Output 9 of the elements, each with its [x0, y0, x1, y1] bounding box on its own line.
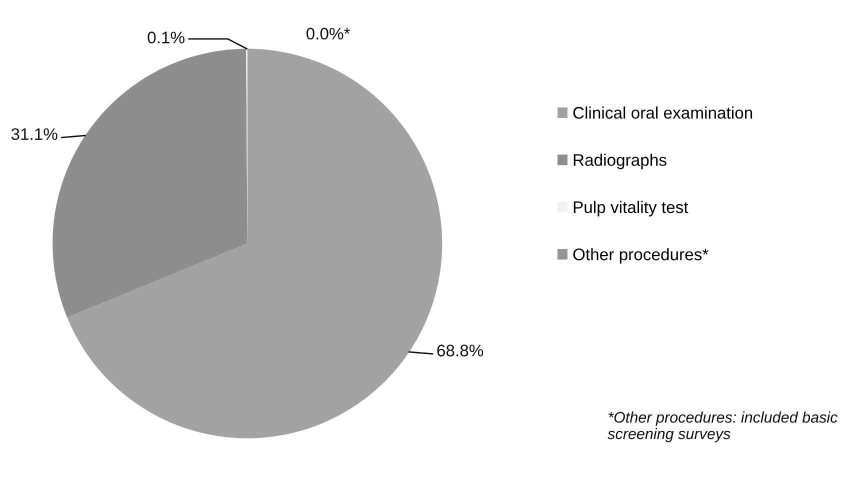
data-label: 31.1% [11, 128, 58, 140]
data-label: 0.1% [148, 32, 184, 44]
text: *Other procedures: included basic screening surveys [608, 412, 838, 442]
legend-label: Pulp vitality test [574, 200, 688, 216]
legend-label: Clinical oral examination [573, 106, 752, 119]
text: 0.0%* [306, 28, 350, 40]
legend-label: Other procedures* [573, 248, 708, 264]
legend-label: Radiographs [574, 154, 666, 170]
data-label: 68.8% [437, 344, 484, 356]
